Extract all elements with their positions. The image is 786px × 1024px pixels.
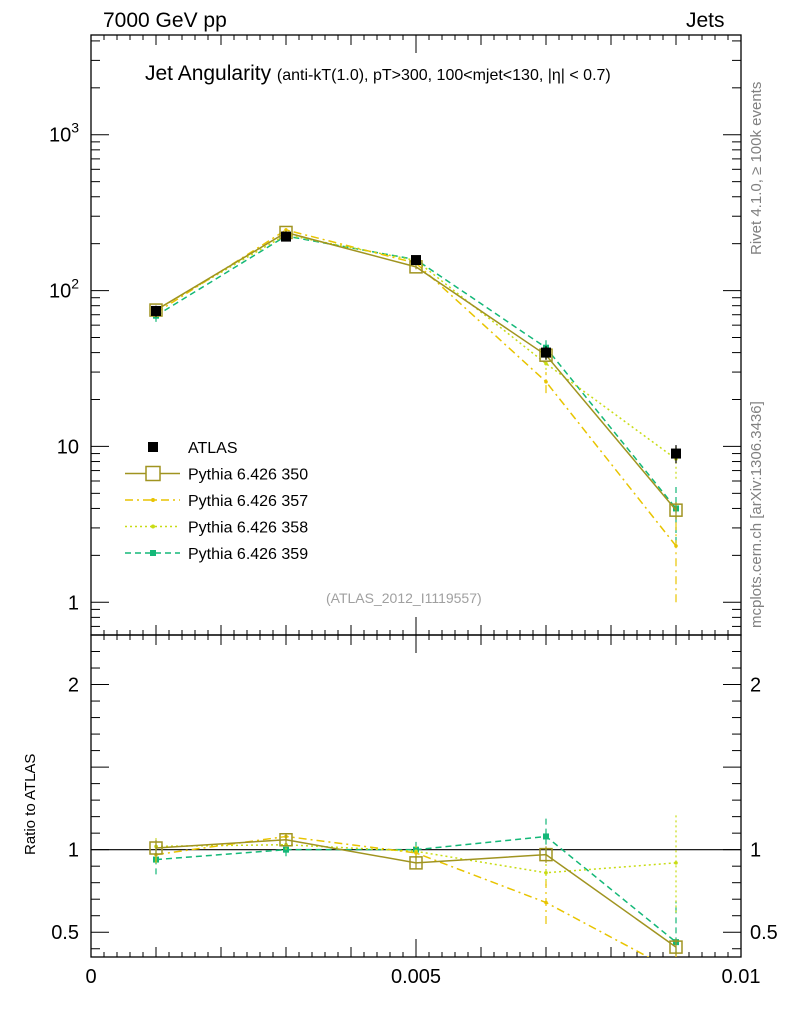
title-main: Jet Angularity — [145, 62, 272, 85]
y-tick-label: 10 — [57, 436, 79, 458]
data-point — [669, 940, 683, 954]
ratio-y-tick-label: 0.5 — [51, 922, 79, 944]
legend-label: ATLAS — [188, 440, 238, 457]
data-point — [669, 503, 683, 517]
data-point — [411, 255, 421, 266]
legend-item: ATLAS — [148, 440, 238, 457]
series-atlas — [151, 231, 681, 464]
legend-marker — [150, 550, 156, 556]
data-point — [544, 900, 548, 905]
data-point — [544, 870, 548, 875]
series-line — [155, 839, 677, 948]
ratio-plot-frame — [90, 634, 742, 958]
legend-label: Pythia 6.426 357 — [188, 493, 308, 510]
x-tick-label: 0.01 — [722, 966, 761, 988]
data-point — [539, 847, 553, 862]
series-line — [155, 234, 677, 460]
data-point — [414, 851, 418, 855]
legend-marker — [151, 498, 155, 502]
series-line — [155, 231, 677, 511]
ratio-series-group — [149, 813, 683, 974]
header-right: Jets — [686, 9, 725, 32]
ratio-y-tick-label: 1 — [68, 840, 79, 862]
ratio-series-pythia-6-426-350 — [149, 833, 683, 956]
data-point — [674, 970, 678, 974]
analysis-reference: (ATLAS_2012_I1119557) — [326, 590, 482, 606]
y-tick-label: 102 — [49, 276, 79, 303]
series-line — [155, 835, 650, 957]
x-tick-label: 0 — [85, 966, 96, 988]
data-point — [279, 833, 293, 847]
data-point — [544, 379, 548, 384]
header-left: 7000 GeV pp — [103, 9, 227, 32]
legend-item: Pythia 6.426 358 — [125, 520, 308, 537]
legend-label: Pythia 6.426 350 — [188, 467, 308, 484]
y-tick-label: 103 — [49, 120, 79, 147]
data-point — [674, 861, 678, 865]
data-point — [151, 305, 161, 316]
data-point — [149, 841, 163, 855]
y-tick-label: 1 — [68, 592, 79, 614]
legend-marker — [151, 524, 155, 529]
ratio-y-tick-label-right: 1 — [750, 840, 761, 862]
ratio-y-tick-label-right: 0.5 — [750, 922, 778, 944]
data-point — [284, 228, 288, 232]
data-point — [281, 231, 291, 242]
legend-marker — [145, 465, 161, 482]
ratio-y-tick-label: 2 — [68, 675, 79, 697]
main-series-group — [149, 225, 683, 603]
plot-title: Jet Angularity (anti-kT(1.0), pT>300, 10… — [145, 62, 611, 86]
data-point — [409, 856, 423, 870]
data-point — [674, 544, 678, 548]
legend-marker — [148, 442, 158, 452]
ratio-y-tick-label-right: 2 — [750, 675, 761, 697]
legend-item: Pythia 6.426 359 — [125, 546, 308, 563]
x-tick-label: 0.005 — [391, 966, 441, 988]
data-point — [671, 448, 681, 459]
main-plot-frame — [90, 34, 742, 636]
legend-label: Pythia 6.426 358 — [188, 520, 308, 537]
data-point — [541, 347, 551, 358]
legend-label: Pythia 6.426 359 — [188, 546, 308, 563]
title-sub: (anti-kT(1.0), pT>300, 100<mjet<130, |η|… — [276, 67, 611, 84]
legend-item: Pythia 6.426 357 — [125, 493, 308, 510]
legend: ATLAS Pythia 6.426 350 Pythia 6.426 357 Pyt… — [125, 440, 308, 563]
legend-item: Pythia 6.426 350 — [125, 465, 308, 484]
data-point — [543, 833, 549, 840]
data-point — [544, 361, 548, 366]
